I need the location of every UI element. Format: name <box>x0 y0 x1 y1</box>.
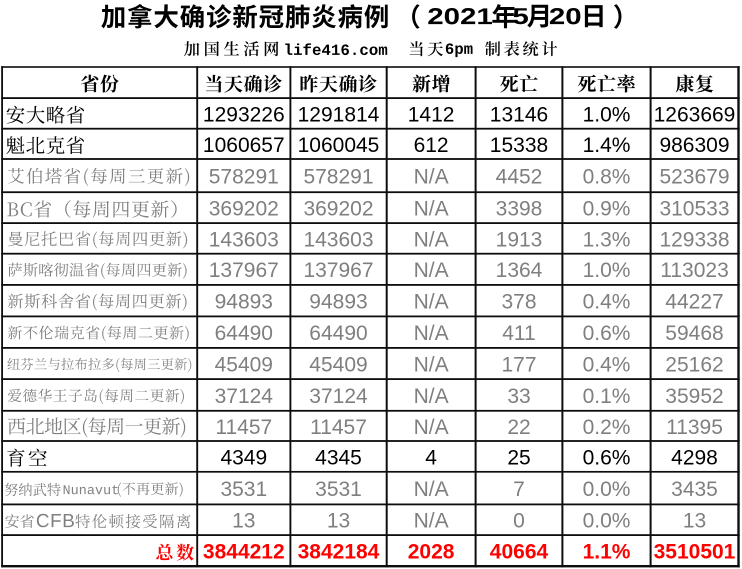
svg-text:64490: 64490 <box>309 322 367 345</box>
svg-text:137967: 137967 <box>209 259 279 282</box>
svg-text:13: 13 <box>327 510 350 533</box>
svg-text:143603: 143603 <box>303 228 373 251</box>
svg-text:0.1%: 0.1% <box>583 385 631 408</box>
svg-text:4452: 4452 <box>496 166 543 189</box>
svg-text:1412: 1412 <box>408 103 455 126</box>
svg-text:0.6%: 0.6% <box>583 446 631 469</box>
svg-text:3510501: 3510501 <box>654 541 736 564</box>
svg-text:3398: 3398 <box>496 198 543 221</box>
svg-text:1.4%: 1.4% <box>583 134 631 157</box>
svg-text:0: 0 <box>513 510 525 533</box>
svg-text:1.3%: 1.3% <box>583 228 631 251</box>
svg-text:0.0%: 0.0% <box>583 510 631 533</box>
svg-text:N/A: N/A <box>414 416 449 439</box>
svg-text:986309: 986309 <box>659 134 729 157</box>
svg-text:64490: 64490 <box>215 322 273 345</box>
svg-text:N/A: N/A <box>414 228 449 251</box>
svg-text:0.8%: 0.8% <box>583 166 631 189</box>
svg-text:13146: 13146 <box>490 103 548 126</box>
svg-text:N/A: N/A <box>414 510 449 533</box>
svg-text:4: 4 <box>425 446 437 469</box>
svg-text:N/A: N/A <box>414 322 449 345</box>
svg-text:578291: 578291 <box>303 166 373 189</box>
svg-text:3531: 3531 <box>220 478 267 501</box>
svg-text:N/A: N/A <box>414 478 449 501</box>
svg-text:612: 612 <box>414 134 449 157</box>
svg-text:25: 25 <box>507 446 530 469</box>
svg-text:378: 378 <box>501 291 536 314</box>
svg-text:N/A: N/A <box>414 385 449 408</box>
svg-text:4349: 4349 <box>220 446 267 469</box>
svg-text:411: 411 <box>502 322 535 345</box>
svg-text:45409: 45409 <box>309 353 367 376</box>
svg-text:1060045: 1060045 <box>298 134 380 157</box>
svg-text:2028: 2028 <box>408 541 455 564</box>
svg-text:4345: 4345 <box>315 446 362 469</box>
svg-text:1.0%: 1.0% <box>583 103 631 126</box>
svg-text:369202: 369202 <box>209 198 279 221</box>
svg-text:177: 177 <box>501 353 536 376</box>
svg-text:1.1%: 1.1% <box>583 541 631 564</box>
svg-text:1263669: 1263669 <box>654 103 736 126</box>
svg-text:369202: 369202 <box>303 198 373 221</box>
svg-text:7: 7 <box>513 478 525 501</box>
svg-text:1364: 1364 <box>496 259 543 282</box>
svg-text:15338: 15338 <box>490 134 548 157</box>
svg-text:N/A: N/A <box>414 291 449 314</box>
svg-text:44227: 44227 <box>665 291 723 314</box>
svg-text:37124: 37124 <box>215 385 274 408</box>
svg-text:35952: 35952 <box>665 385 723 408</box>
svg-text:11395: 11395 <box>666 416 723 439</box>
svg-text:94893: 94893 <box>215 291 273 314</box>
svg-text:N/A: N/A <box>414 166 449 189</box>
svg-text:25162: 25162 <box>665 353 723 376</box>
svg-text:137967: 137967 <box>303 259 373 282</box>
svg-text:0.4%: 0.4% <box>583 353 631 376</box>
svg-text:40664: 40664 <box>490 541 549 564</box>
svg-text:45409: 45409 <box>215 353 273 376</box>
svg-text:1291814: 1291814 <box>298 103 380 126</box>
svg-text:578291: 578291 <box>209 166 279 189</box>
svg-text:310533: 310533 <box>659 198 729 221</box>
svg-text:59468: 59468 <box>665 322 723 345</box>
svg-text:37124: 37124 <box>309 385 368 408</box>
svg-text:3844212: 3844212 <box>203 541 285 564</box>
svg-text:0.6%: 0.6% <box>583 322 631 345</box>
svg-text:N/A: N/A <box>414 198 449 221</box>
svg-text:33: 33 <box>507 385 530 408</box>
svg-text:3435: 3435 <box>671 478 718 501</box>
svg-text:N/A: N/A <box>414 259 449 282</box>
svg-text:1060657: 1060657 <box>203 134 285 157</box>
svg-text:13: 13 <box>232 510 255 533</box>
svg-text:143603: 143603 <box>209 228 279 251</box>
svg-text:129338: 129338 <box>659 228 729 251</box>
svg-text:1.0%: 1.0% <box>583 259 631 282</box>
svg-text:0.0%: 0.0% <box>583 478 631 501</box>
svg-text:94893: 94893 <box>309 291 367 314</box>
svg-text:3842184: 3842184 <box>298 541 380 564</box>
svg-text:22: 22 <box>507 416 530 439</box>
svg-text:0.2%: 0.2% <box>583 416 631 439</box>
svg-text:523679: 523679 <box>659 166 729 189</box>
svg-text:0.9%: 0.9% <box>583 198 631 221</box>
svg-text:0.4%: 0.4% <box>583 291 631 314</box>
svg-text:13: 13 <box>683 510 706 533</box>
svg-text:N/A: N/A <box>414 353 449 376</box>
svg-text:3531: 3531 <box>315 478 362 501</box>
svg-text:11457: 11457 <box>215 416 272 439</box>
svg-text:4298: 4298 <box>671 446 718 469</box>
svg-text:11457: 11457 <box>310 416 367 439</box>
svg-text:1293226: 1293226 <box>203 103 285 126</box>
svg-text:113023: 113023 <box>660 259 729 282</box>
svg-text:1913: 1913 <box>496 228 543 251</box>
